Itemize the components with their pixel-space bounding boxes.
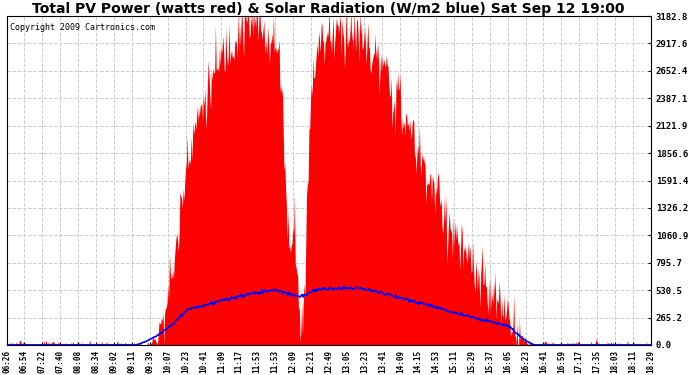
- Title: Total PV Power (watts red) & Solar Radiation (W/m2 blue) Sat Sep 12 19:00: Total PV Power (watts red) & Solar Radia…: [32, 2, 625, 16]
- Text: Copyright 2009 Cartronics.com: Copyright 2009 Cartronics.com: [10, 22, 155, 32]
